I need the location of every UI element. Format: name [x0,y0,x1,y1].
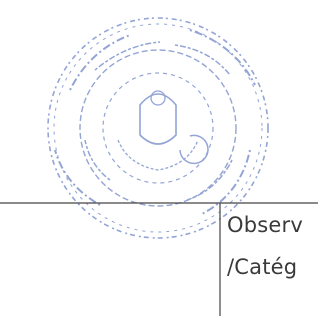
stamp-emblem [140,94,176,144]
stamp-ring [103,73,213,183]
stamp-lettering [85,42,232,200]
cell-text: /Catég [227,255,297,279]
cell-text: Observ [227,213,303,237]
stamp-lettering [55,30,255,215]
page: Observ /Catég (() => { const data = JSON… [0,0,318,316]
stamp-crescent [180,135,208,163]
stamp-ring [54,24,262,232]
stamp [48,18,268,238]
stamp-emblem [151,91,165,105]
stamp-outer-ring [48,18,268,238]
